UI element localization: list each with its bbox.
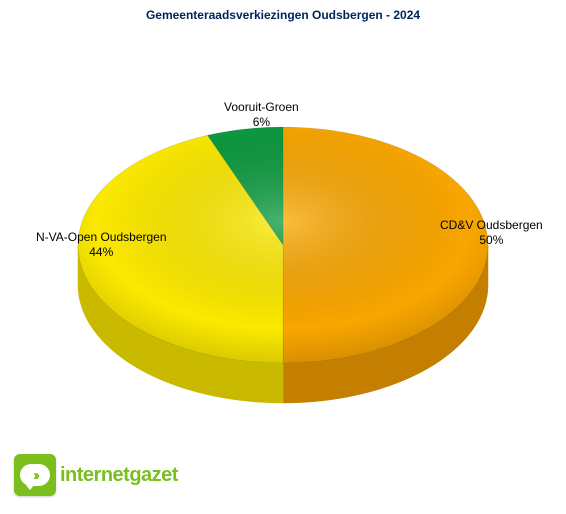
chevrons-icon: ››	[33, 467, 37, 484]
pie-svg	[58, 107, 508, 423]
slice-label-pct: 44%	[36, 245, 167, 260]
slice-label-pct: 6%	[224, 115, 299, 130]
speech-bubble-icon: ››	[20, 464, 50, 486]
logo: ›› internetgazet	[14, 454, 178, 496]
slice-label: Vooruit-Groen6%	[224, 100, 299, 130]
slice-label-name: Vooruit-Groen	[224, 100, 299, 114]
slice-label-name: CD&V Oudsbergen	[440, 218, 543, 232]
slice-label-name: N-VA-Open Oudsbergen	[36, 230, 167, 244]
pie-chart	[58, 107, 508, 428]
slice-label: CD&V Oudsbergen50%	[440, 218, 543, 248]
chart-stage: Gemeenteraadsverkiezingen Oudsbergen - 2…	[0, 0, 566, 514]
slice-label-pct: 50%	[440, 233, 543, 248]
slice-label: N-VA-Open Oudsbergen44%	[36, 230, 167, 260]
logo-text: internetgazet	[60, 464, 178, 487]
chart-title: Gemeenteraadsverkiezingen Oudsbergen - 2…	[0, 8, 566, 22]
logo-mark: ››	[14, 454, 56, 496]
